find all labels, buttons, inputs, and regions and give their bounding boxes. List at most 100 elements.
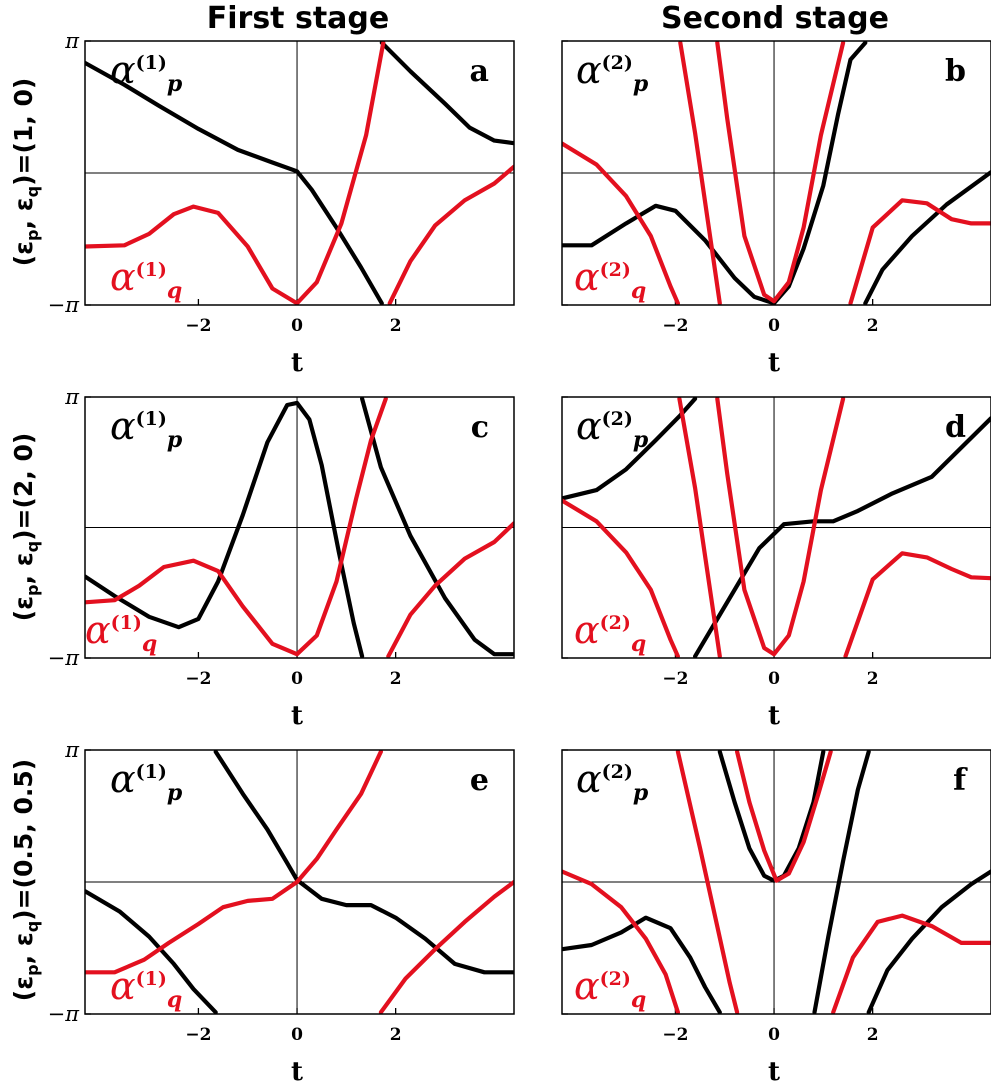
- series-q-segment: [678, 41, 722, 305]
- series-q-segment: [848, 198, 991, 305]
- panel-f: −2 0 2 t f α(2)p α(2)q: [561, 749, 991, 1081]
- series-q-segment: [85, 41, 386, 305]
- panel-e: −2 0 2 π −π t e α(1)p α(1)q: [48, 738, 515, 1081]
- x-tick-label: 0: [291, 669, 303, 689]
- plot-frame: [84, 749, 515, 1015]
- x-tick-label: −2: [185, 669, 211, 689]
- series-p-segment: [717, 750, 826, 883]
- panel-b: −2 0 2 t b α(2)p α(2)q: [561, 40, 991, 378]
- alpha-p-label: α(2)p: [576, 404, 649, 453]
- series-p-segment: [562, 41, 868, 305]
- series-q-segment: [562, 141, 680, 305]
- panel-letter: f: [953, 763, 968, 798]
- series-p-segment: [213, 750, 514, 975]
- x-tick-label: 2: [867, 1025, 879, 1045]
- x-tick-label: 2: [867, 669, 879, 689]
- alpha-p-label: α(2)p: [576, 757, 649, 806]
- series-q-segment: [735, 750, 833, 883]
- series-q-segment: [85, 750, 383, 975]
- series-p-segment: [85, 889, 218, 1014]
- series-q-segment: [386, 521, 514, 658]
- plot-frame: [561, 749, 991, 1015]
- series-p-segment: [85, 60, 384, 305]
- series-q-segment: [843, 551, 991, 658]
- y-tick-label: π: [64, 738, 80, 762]
- series-p-segment: [360, 397, 514, 657]
- series-q-segment: [85, 397, 388, 657]
- x-axis-label: t: [768, 701, 780, 731]
- x-tick-label: 0: [291, 1025, 303, 1045]
- series-q-segment: [562, 869, 680, 1014]
- alpha-q-label: α(2)q: [574, 608, 646, 657]
- series-q-segment: [675, 750, 740, 1014]
- plot-frame: [84, 396, 515, 659]
- series-p-segment: [693, 416, 991, 658]
- alpha-p-label: α(1)p: [110, 757, 183, 806]
- series-q-segment: [387, 164, 514, 305]
- x-tick-label: −2: [185, 1025, 211, 1045]
- panel-c: −2 0 2 π −π t c α(1)p α(1)q: [48, 385, 515, 731]
- alpha-q-label: α(2)q: [574, 255, 646, 304]
- panel-letter: c: [471, 410, 489, 445]
- x-tick-label: 0: [768, 669, 780, 689]
- series-q-segment: [677, 397, 722, 658]
- x-tick-label: 2: [867, 316, 879, 336]
- x-tick-label: 2: [390, 1025, 402, 1045]
- y-tick-label: π: [64, 385, 80, 409]
- alpha-p-label: α(2)p: [576, 48, 649, 97]
- x-tick-label: 0: [291, 316, 303, 336]
- x-tick-label: −2: [662, 316, 688, 336]
- panel-letter: e: [470, 763, 489, 798]
- curves: [85, 750, 514, 1014]
- plot-frame: [84, 40, 515, 306]
- alpha-q-label: α(1)q: [110, 255, 182, 304]
- series-p-segment: [562, 915, 722, 1014]
- curves: [562, 750, 991, 1014]
- alpha-p-label: α(1)p: [110, 404, 183, 453]
- x-tick-label: −2: [662, 669, 688, 689]
- x-tick-label: 0: [768, 316, 780, 336]
- series-p-segment: [812, 750, 871, 1014]
- column-title-first-stage: First stage: [207, 1, 389, 36]
- y-tick-label: −π: [48, 1002, 81, 1026]
- plot-frame: [561, 396, 991, 659]
- alpha-p-label: α(1)p: [110, 48, 183, 97]
- series-p-segment: [379, 41, 514, 146]
- x-tick-label: 2: [390, 669, 402, 689]
- alpha-q-label: α(1)q: [110, 964, 182, 1013]
- plot-frame: [561, 40, 991, 306]
- y-tick-label: −π: [48, 646, 81, 670]
- panel-letter: a: [470, 54, 489, 89]
- series-q-segment: [378, 879, 514, 1014]
- x-axis-label: t: [291, 701, 303, 731]
- row-label-2: (εp, εq)=(2, 0): [9, 433, 42, 622]
- row-label-3: (εp, εq)=(0.5, 0.5): [9, 759, 42, 1001]
- alpha-q-label: α(1)q: [85, 608, 157, 657]
- y-tick-label: −π: [48, 293, 81, 317]
- x-tick-label: −2: [185, 316, 211, 336]
- panel-letter: b: [945, 54, 966, 89]
- x-axis-label: t: [768, 1057, 780, 1081]
- y-tick-label: π: [64, 29, 80, 53]
- series-q-segment: [562, 498, 680, 658]
- curves: [562, 397, 991, 658]
- x-tick-label: 2: [390, 316, 402, 336]
- x-axis-label: t: [291, 1057, 303, 1081]
- series-p-segment: [863, 170, 991, 305]
- x-tick-label: 0: [768, 1025, 780, 1045]
- series-q-segment: [715, 41, 846, 304]
- panel-d: −2 0 2 t d α(2)p α(2)q: [561, 396, 991, 731]
- x-tick-label: −2: [662, 1025, 688, 1045]
- x-axis-label: t: [291, 348, 303, 378]
- series-q-segment: [831, 913, 991, 1014]
- curves: [562, 41, 991, 305]
- column-title-second-stage: Second stage: [661, 1, 889, 36]
- panel-a: −2 0 2 π −π t a α(1)p α(1)q: [48, 29, 515, 378]
- row-label-1: (εp, εq)=(1, 0): [9, 78, 42, 267]
- alpha-q-label: α(2)q: [574, 964, 646, 1013]
- series-p-segment: [85, 400, 365, 658]
- curves: [85, 397, 514, 658]
- curves: [85, 41, 514, 305]
